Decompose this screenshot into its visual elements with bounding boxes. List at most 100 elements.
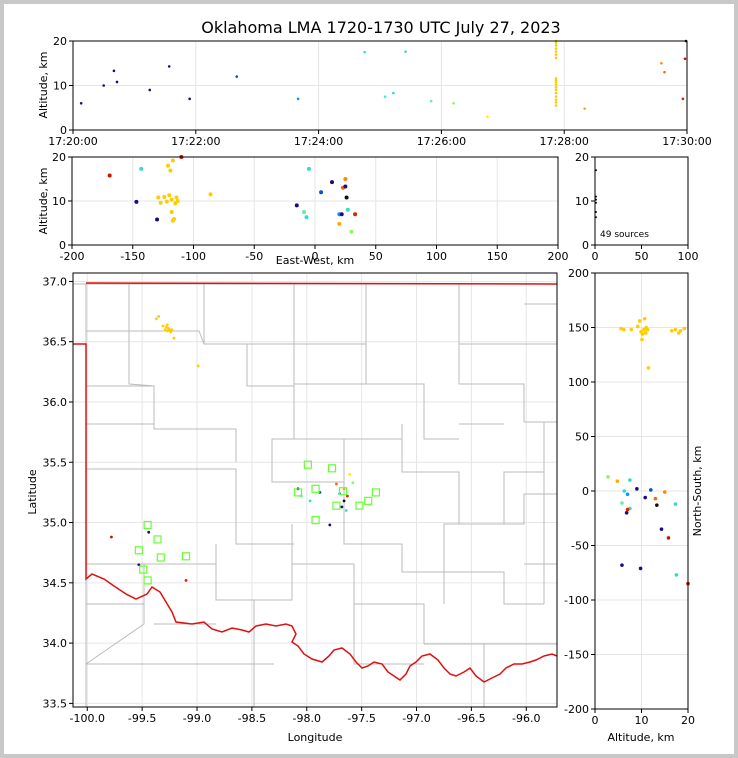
time-height-burst-point [554, 47, 558, 50]
ew-height-source-point [343, 177, 348, 181]
ew-height-source-point [170, 218, 175, 223]
time-height-burst-point [554, 83, 558, 86]
time-height-source-point [383, 95, 387, 98]
plan-view-source-point [165, 329, 169, 333]
time-height-panel: 17:20:00 17:22:00 17:24:00 17:26:00 17:28:00… [37, 35, 712, 148]
ns-height-source-point [662, 490, 667, 494]
ns-height-ylabel: North-South, km [691, 446, 704, 537]
p2-ytick-label: 20 [52, 151, 66, 164]
p5-ytick-label: -50 [571, 540, 589, 553]
plan-view-source-point [169, 330, 173, 334]
ew-height-source-point [345, 207, 350, 212]
p1-xtick-label: 17:30:00 [662, 135, 711, 148]
ns-height-source-point [674, 573, 679, 577]
time-height-source-point [296, 97, 300, 101]
p1-xtick-label: 17:28:00 [539, 135, 588, 148]
ns-height-source-point [624, 511, 629, 515]
time-height-source-point [148, 88, 152, 92]
time-height-source-point [112, 69, 116, 73]
ew-height-source-point [139, 166, 144, 171]
time-height-source-point [392, 91, 395, 95]
time-height-burst-point [554, 85, 558, 89]
ns-height-source-point [666, 536, 671, 540]
p1-xtick-label: 17:20:00 [48, 135, 97, 148]
time-height-source-point [660, 61, 663, 65]
ew-height-source-point [306, 166, 311, 171]
p2-xtick-label: 50 [369, 250, 383, 263]
p3-xtick-label: 0 [592, 250, 599, 263]
ns-height-source-point [629, 327, 634, 332]
plan-view-source-point [184, 579, 188, 582]
time-height-burst-point [554, 53, 558, 57]
time-height-burst-point [554, 56, 558, 60]
time-height-source-point [102, 84, 105, 87]
histogram-panel: 0 50 100 0 10 20 49 sources [575, 151, 699, 263]
p2-xtick-label: 0 [312, 250, 319, 263]
p5-xtick-label: 10 [635, 714, 649, 727]
ew-height-source-point [158, 200, 163, 205]
ew-height-source-point [208, 192, 213, 197]
oklahoma-north-border [85, 282, 558, 285]
p4-xtick-label: -98.5 [238, 712, 266, 725]
ew-height-source-point [170, 158, 175, 163]
ns-height-source-point [642, 327, 646, 332]
ew-height-source-point [343, 184, 348, 189]
plan-view-source-point [161, 324, 165, 328]
p1-ytick-label: 20 [53, 35, 67, 48]
lma-station-marker [332, 501, 341, 510]
lma-station-marker [134, 546, 143, 555]
ew-height-source-point [107, 173, 112, 178]
ew-height-source-point [302, 210, 307, 214]
p4-ytick-label: 35.0 [43, 517, 68, 530]
ns-height-source-point [620, 501, 624, 505]
time-height-burst-point [554, 91, 558, 95]
p2-xtick-label: 150 [487, 250, 508, 263]
time-height-burst-point [554, 88, 558, 92]
lma-station-marker [311, 516, 320, 525]
ew-height-source-point [134, 199, 139, 204]
time-height-source-point [486, 115, 489, 118]
time-height-burst-point [554, 44, 558, 47]
sources-count: 49 sources [600, 230, 649, 240]
ns-height-source-point [673, 502, 678, 506]
ns-height-source-point [619, 326, 623, 331]
p5-ytick-label: -100 [564, 594, 589, 607]
time-height-burst-point [554, 80, 558, 84]
lma-station-marker [303, 460, 312, 469]
ew-height-source-point [337, 221, 342, 226]
p1-xtick-label: 17:22:00 [171, 135, 220, 148]
ns-height-source-point [635, 487, 639, 491]
plan-view-source-point [163, 328, 167, 332]
p5-ytick-label: -200 [564, 703, 589, 716]
p4-xtick-label: -97.0 [402, 712, 430, 725]
time-height-source-point [363, 50, 366, 54]
lma-figure: Oklahoma LMA 1720-1730 UTC July 27, 2023… [26, 18, 712, 744]
ns-height-source-point [637, 319, 642, 323]
lma-station-marker [364, 496, 373, 505]
ns-height-source-point [682, 326, 687, 331]
ew-height-source-point [319, 190, 324, 195]
ew-height-source-point [168, 168, 173, 173]
plan-view-source-point [170, 328, 174, 332]
time-height-burst-point [554, 101, 558, 104]
ew-height-panel: -200 -150 -100 -50 0 50 100 150 200 0 10 20 Altitud… [37, 151, 569, 267]
ns-height-source-point [638, 566, 643, 571]
ew-height-source-point [330, 180, 335, 185]
p3-xtick-label: 50 [635, 250, 649, 263]
time-height-burst-point [554, 41, 558, 45]
ns-height-source-point [625, 507, 630, 512]
p5-xtick-label: 20 [681, 714, 695, 727]
ew-height-source-point [349, 229, 354, 234]
lma-station-marker [311, 484, 320, 493]
lma-station-marker [181, 552, 191, 561]
ew-height-source-point [174, 195, 179, 200]
p5-ytick-label: 0 [582, 485, 589, 498]
ew-height-source-point [169, 197, 174, 202]
ew-height-source-point [156, 195, 161, 200]
lma-station-marker [143, 520, 152, 530]
time-height-burst-point [554, 104, 558, 107]
time-height-burst-point [554, 95, 558, 98]
lma-station-marker [327, 464, 337, 473]
time-height-source-point [235, 75, 239, 78]
p2-ytick-label: 10 [52, 195, 66, 208]
